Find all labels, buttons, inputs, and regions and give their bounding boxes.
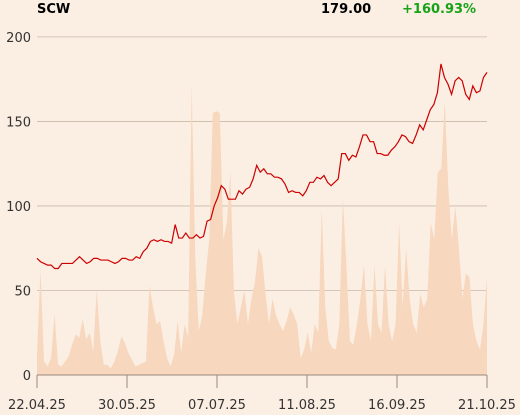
last-price: 179.00 bbox=[321, 2, 372, 17]
y-tick-label: 50 bbox=[14, 284, 31, 299]
x-tick-label: 07.07.25 bbox=[188, 398, 246, 413]
price-line bbox=[36, 63, 488, 270]
y-tick-label: 100 bbox=[6, 200, 31, 215]
y-tick-label: 150 bbox=[6, 115, 31, 130]
x-axis-ticks bbox=[36, 375, 488, 388]
x-tick-label: 16.09.25 bbox=[368, 398, 426, 413]
x-tick-label: 30.05.25 bbox=[98, 398, 156, 413]
volume-area bbox=[37, 84, 487, 376]
y-gridlines bbox=[37, 36, 487, 291]
ticker-symbol: SCW bbox=[37, 2, 71, 17]
x-tick-label: 21.10.25 bbox=[458, 398, 516, 413]
y-axis-labels: 0 50 100 150 200 bbox=[6, 31, 31, 384]
y-tick-label: 200 bbox=[6, 31, 31, 46]
y-tick-label: 0 bbox=[23, 369, 31, 384]
x-tick-label: 11.08.25 bbox=[278, 398, 336, 413]
x-tick-label: 22.04.25 bbox=[8, 398, 66, 413]
price-change-percent: +160.93% bbox=[402, 2, 477, 17]
x-axis-labels: 22.04.25 30.05.25 07.07.25 11.08.25 16.09.25… bbox=[8, 398, 516, 413]
